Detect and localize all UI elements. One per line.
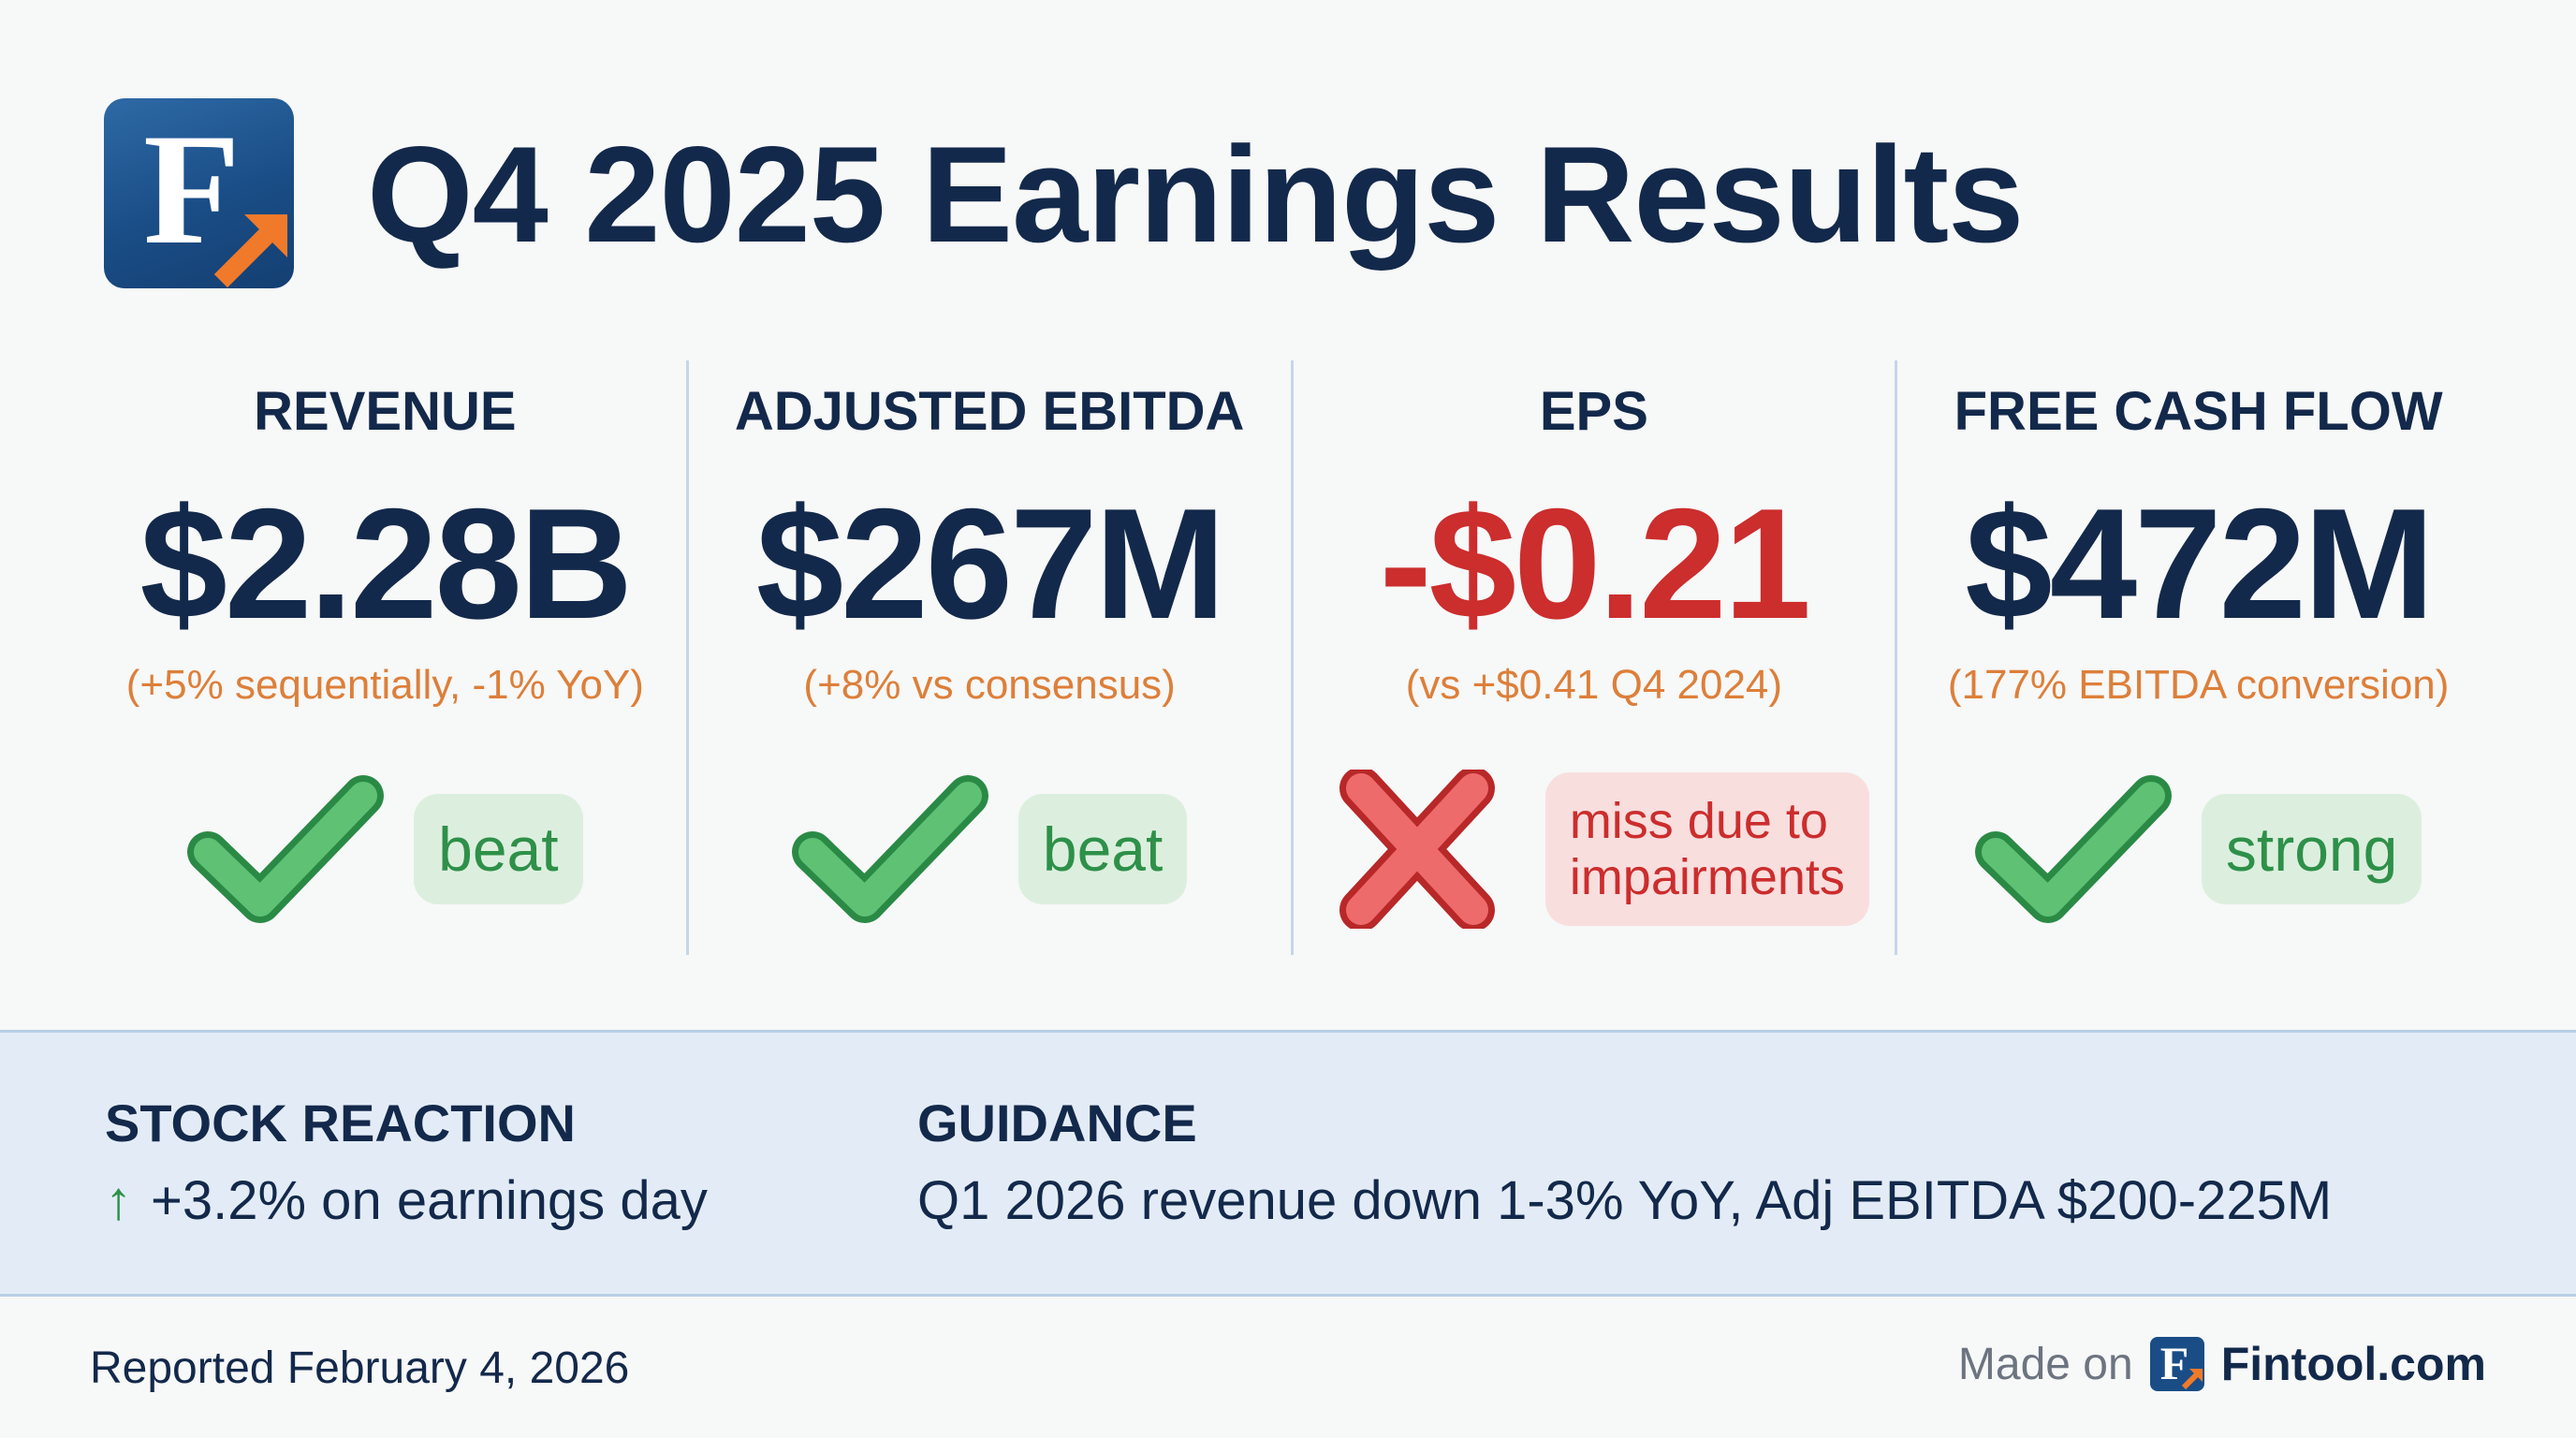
status-badge: strong xyxy=(2201,794,2422,904)
stock-reaction-text: ↑ +3.2% on earnings day xyxy=(105,1167,708,1235)
metric-eps: EPS -$0.21 (vs +$0.41 Q4 2024) miss due … xyxy=(1294,360,1895,960)
made-on-fintool[interactable]: Made on F Fintool.com xyxy=(1958,1337,2486,1391)
cross-icon xyxy=(1339,770,1495,929)
status-badge: beat xyxy=(414,794,583,904)
mini-logo-letter: F xyxy=(2159,1337,2189,1389)
guidance-text: Q1 2026 revenue down 1-3% YoY, Adj EBITD… xyxy=(917,1170,2333,1231)
arrow-up-icon: ↑ xyxy=(105,1170,132,1231)
divider xyxy=(685,360,689,955)
metric-value: $267M xyxy=(755,476,1226,652)
metric-subtext: (vs +$0.41 Q4 2024) xyxy=(1405,662,1783,708)
metric-value: -$0.21 xyxy=(1379,476,1811,652)
metric-subtext: (+5% sequentially, -1% YoY) xyxy=(125,662,644,708)
divider xyxy=(1290,360,1294,955)
fintool-logo: F xyxy=(104,98,294,288)
metric-subtext: (177% EBITDA conversion) xyxy=(1947,662,2450,708)
metric-label: EPS xyxy=(1539,381,1648,442)
metric-revenue: REVENUE $2.28B (+5% sequentially, -1% Yo… xyxy=(84,360,686,960)
check-icon xyxy=(187,775,385,923)
reported-date: Reported February 4, 2026 xyxy=(90,1343,630,1393)
metric-adjusted-ebitda: ADJUSTED EBITDA $267M (+8% vs consensus)… xyxy=(689,360,1291,960)
metrics-row: REVENUE $2.28B (+5% sequentially, -1% Yo… xyxy=(84,360,2499,960)
status-badge: beat xyxy=(1017,794,1188,904)
metric-subtext: (+8% vs consensus) xyxy=(803,662,1176,708)
metric-free-cash-flow: FREE CASH FLOW $472M (177% EBITDA conver… xyxy=(1897,360,2499,960)
mini-logo-arrow-icon xyxy=(2181,1369,2203,1390)
logo-arrow-icon xyxy=(213,214,287,288)
status-line: miss due to xyxy=(1569,793,1828,849)
metric-status: beat xyxy=(187,770,583,929)
metric-label: REVENUE xyxy=(254,381,517,442)
metric-status: beat xyxy=(791,770,1188,929)
logo-letter: F xyxy=(143,101,241,277)
metric-label: ADJUSTED EBITDA xyxy=(734,381,1245,442)
metric-value: $472M xyxy=(1965,476,2435,652)
made-on-label: Made on xyxy=(1957,1339,2133,1389)
guidance: GUIDANCE Q1 2026 revenue down 1-3% YoY, … xyxy=(917,1091,2332,1235)
metric-label: FREE CASH FLOW xyxy=(1954,381,2443,442)
stock-reaction: STOCK REACTION ↑ +3.2% on earnings day xyxy=(105,1091,708,1235)
check-icon xyxy=(1974,775,2172,923)
guidance-heading: GUIDANCE xyxy=(917,1093,1197,1152)
brand-link[interactable]: Fintool.com xyxy=(2220,1338,2486,1390)
check-icon xyxy=(791,775,988,923)
stock-reaction-value: +3.2% on earnings day xyxy=(151,1170,708,1231)
metric-status: strong xyxy=(1974,770,2422,929)
status-badge: miss due to impairments xyxy=(1544,772,1869,926)
metric-status: miss due to impairments xyxy=(1319,770,1869,929)
page-title: Q4 2025 Earnings Results xyxy=(367,118,2024,271)
stock-reaction-heading: STOCK REACTION xyxy=(105,1093,576,1152)
metric-value: $2.28B xyxy=(139,476,634,652)
summary-band: STOCK REACTION ↑ +3.2% on earnings day GU… xyxy=(0,1030,2576,1297)
fintool-mini-logo: F xyxy=(2149,1337,2204,1391)
status-line: impairments xyxy=(1569,849,1845,905)
divider xyxy=(1895,360,1898,955)
